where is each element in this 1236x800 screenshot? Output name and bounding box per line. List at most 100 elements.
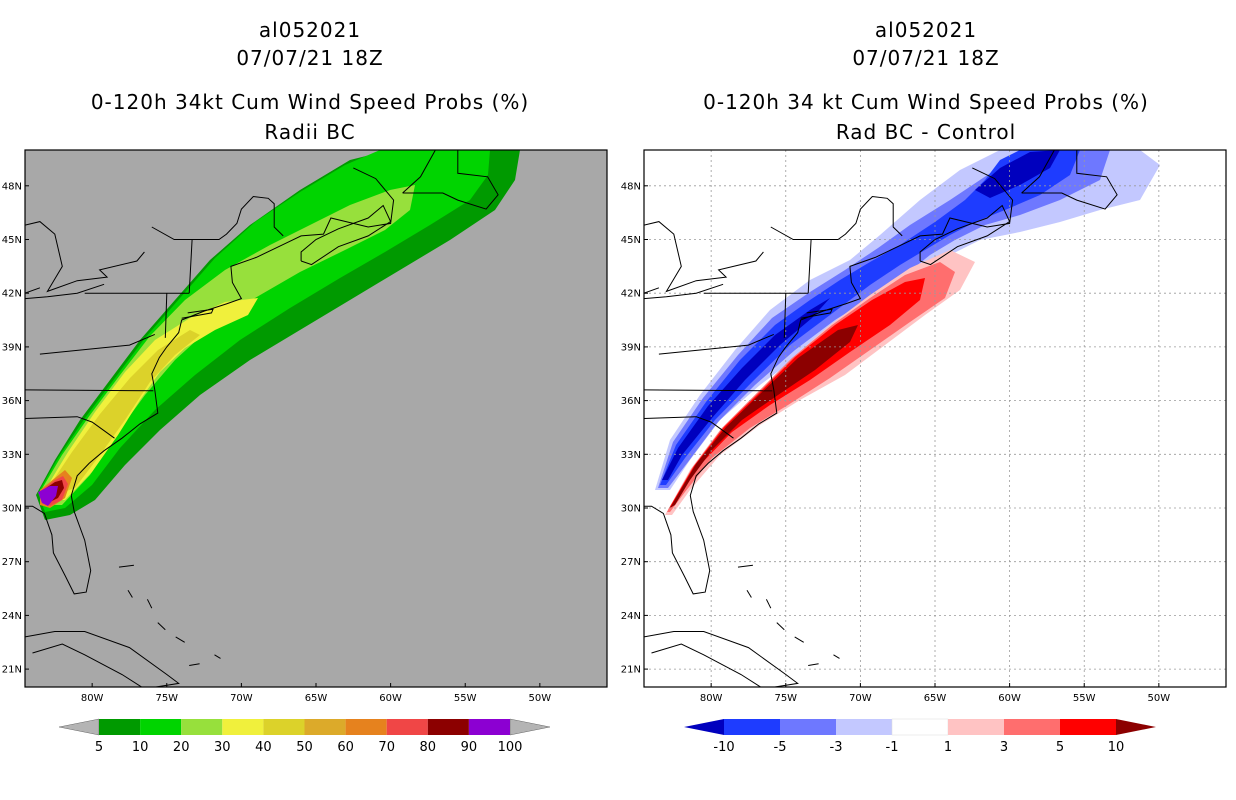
coastline-segment (644, 167, 1014, 595)
colorbar-under-arrow (58, 718, 100, 736)
lat-tick-label: 27N (621, 557, 641, 568)
colorbar-swatch (181, 719, 223, 735)
lat-tick-label: 24N (2, 611, 22, 622)
colorbar-label: 90 (461, 740, 478, 755)
lon-tick-label: 50W (1148, 693, 1171, 704)
lon-tick-label: 60W (998, 693, 1021, 704)
coastline-segment (770, 226, 838, 240)
island-outline (157, 622, 166, 631)
colorbar-swatch (836, 719, 892, 735)
colorbar-label: 50 (296, 740, 313, 755)
island-outline (737, 564, 753, 568)
colorbar-swatch (304, 719, 346, 735)
colorbar-swatch (345, 719, 387, 735)
coastline-segment (919, 204, 1011, 266)
coastline-segment (25, 389, 154, 392)
colorbar-label: -3 (830, 740, 843, 755)
coastline-segment (300, 204, 392, 266)
coastline-segment (25, 287, 41, 294)
left-coastlines (25, 150, 499, 687)
lon-tick-label: 70W (849, 693, 872, 704)
lat-tick-label: 21N (2, 665, 22, 676)
coastline-segment (164, 293, 168, 338)
lat-tick-label: 21N (621, 665, 641, 676)
lat-tick-label: 36N (621, 396, 641, 407)
lat-tick-label: 30N (2, 504, 22, 515)
coastline-segment (25, 416, 115, 439)
colorbar-label: -5 (774, 740, 787, 755)
lat-tick-label: 42N (621, 289, 641, 300)
coastline-segment (402, 150, 499, 210)
colorbar-label: 100 (498, 740, 523, 755)
colorbar-under-arrow (684, 719, 724, 735)
island-outline (833, 654, 840, 659)
colorbar-swatch (780, 719, 836, 735)
colorbar-swatch (386, 719, 428, 735)
lon-tick-label: 65W (305, 693, 328, 704)
colorbar-swatch (724, 719, 780, 735)
lon-tick-label: 55W (1073, 693, 1096, 704)
coastline-segment (800, 308, 833, 319)
coastline-segment (644, 389, 773, 392)
right-axes: 48N 45N 42N 39N 36N 33N 30N 27N 24N 21N 80W 75W 70W 6… (621, 181, 1170, 704)
colorbar-label: 10 (132, 740, 149, 755)
left-datetime: 07/07/21 18Z (236, 46, 384, 70)
colorbar-swatch (99, 719, 141, 735)
diff-band-minus1 (655, 150, 1160, 490)
island-outline (118, 564, 134, 568)
island-outline (189, 663, 200, 666)
island-outline (776, 622, 785, 631)
lon-tick-label: 55W (454, 693, 477, 704)
colorbar-swatch (468, 719, 510, 735)
colorbar-label: 5 (1056, 740, 1064, 755)
colorbar-label: 30 (214, 740, 231, 755)
lat-tick-label: 48N (2, 181, 22, 192)
coastline-segment (25, 283, 105, 300)
coastline-segment (25, 167, 395, 595)
colorbar-label: 70 (378, 740, 395, 755)
lon-tick-label: 75W (155, 693, 178, 704)
colorbar-swatch (1004, 719, 1060, 735)
colorbar-label: 3 (1000, 740, 1008, 755)
lat-tick-label: 27N (2, 557, 22, 568)
island-outline (746, 590, 752, 598)
coastline-segment (181, 308, 214, 319)
lon-tick-label: 70W (230, 693, 253, 704)
right-map-panel: 48N 45N 42N 39N 36N 33N 30N 27N 24N 21N 80W 75W 70W 6… (621, 149, 1227, 704)
colorbar-swatch (427, 719, 469, 735)
left-map-panel: 48N 45N 42N 39N 36N 33N 30N 27N 24N 21N 80W 75W 70W 6… (2, 149, 608, 704)
colorbar-label: 10 (1108, 740, 1125, 755)
colorbar-label: 20 (173, 740, 190, 755)
right-coastlines (644, 150, 1118, 687)
colorbar-over-arrow (509, 718, 551, 736)
colorbar-swatch (222, 719, 264, 735)
prob-band-100 (38, 486, 58, 506)
colorbar-label: -10 (713, 740, 734, 755)
colorbar-label: 5 (95, 740, 103, 755)
island-outline (175, 636, 185, 643)
right-datetime: 07/07/21 18Z (852, 46, 1000, 70)
lat-tick-label: 39N (2, 342, 22, 353)
coastline-segment (644, 221, 764, 293)
coastline-segment (644, 287, 660, 294)
right-difference-field (644, 150, 1226, 687)
colorbar-swatch (263, 719, 305, 735)
lon-tick-label: 75W (774, 693, 797, 704)
coastline-segment (644, 631, 799, 687)
coastline-segment (39, 333, 155, 355)
colorbar-swatch (1060, 719, 1116, 735)
lon-tick-label: 80W (81, 693, 104, 704)
colorbar-label: 40 (255, 740, 272, 755)
lon-tick-label: 65W (924, 693, 947, 704)
left-storm-id: al052021 (258, 18, 362, 42)
colorbar-label: 60 (337, 740, 354, 755)
lat-tick-label: 36N (2, 396, 22, 407)
colorbar-swatch (140, 719, 182, 735)
coastline-segment (658, 333, 774, 355)
coastline-segment (783, 293, 787, 338)
right-subtitle: Rad BC - Control (835, 120, 1017, 144)
island-outline (146, 599, 153, 609)
coastline-segment (151, 226, 219, 240)
coastline-segment (644, 283, 724, 300)
